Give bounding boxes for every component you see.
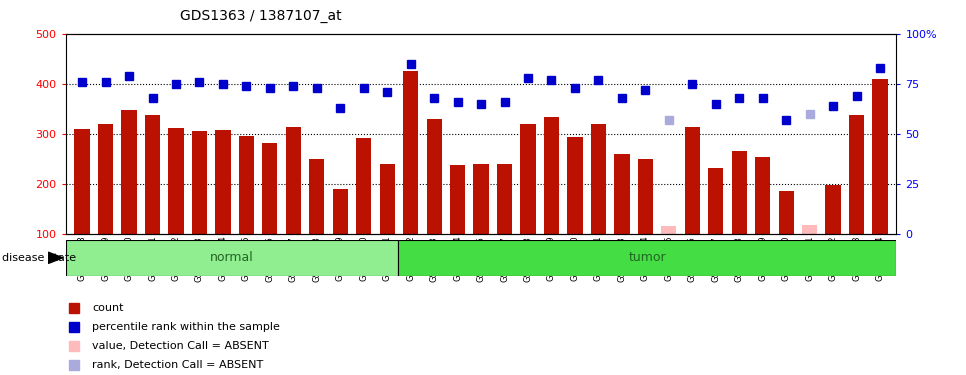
Bar (849, 115, 865, 234)
Bar (567, 136, 582, 234)
Bar (356, 138, 371, 234)
Bar (66, 240, 398, 276)
Bar (398, 240, 896, 276)
Text: count: count (93, 303, 124, 312)
Bar (521, 124, 535, 234)
Bar (309, 159, 325, 234)
Text: percentile rank within the sample: percentile rank within the sample (93, 321, 280, 332)
Bar (685, 126, 700, 234)
Bar (403, 71, 418, 234)
Bar (215, 130, 231, 234)
Bar (614, 154, 630, 234)
Bar (755, 157, 770, 234)
Bar (802, 225, 817, 234)
Bar (286, 126, 301, 234)
Bar (450, 165, 466, 234)
Polygon shape (48, 252, 63, 264)
Bar (473, 164, 489, 234)
Bar (262, 142, 277, 234)
Bar (239, 136, 254, 234)
Bar (638, 159, 653, 234)
Text: rank, Detection Call = ABSENT: rank, Detection Call = ABSENT (93, 360, 264, 370)
Text: GDS1363 / 1387107_at: GDS1363 / 1387107_at (180, 9, 342, 23)
Bar (826, 185, 840, 234)
Bar (872, 79, 888, 234)
Bar (731, 151, 747, 234)
Text: disease state: disease state (2, 253, 76, 263)
Text: normal: normal (210, 251, 254, 264)
Bar (74, 129, 90, 234)
Bar (332, 189, 348, 234)
Bar (779, 191, 794, 234)
Bar (145, 115, 160, 234)
Text: tumor: tumor (629, 251, 666, 264)
Bar (427, 119, 441, 234)
Bar (122, 110, 136, 234)
Bar (591, 124, 606, 234)
Bar (192, 131, 207, 234)
Bar (497, 164, 512, 234)
Bar (380, 164, 395, 234)
Bar (98, 124, 113, 234)
Bar (544, 117, 559, 234)
Bar (661, 226, 676, 234)
Text: value, Detection Call = ABSENT: value, Detection Call = ABSENT (93, 340, 269, 351)
Bar (168, 128, 184, 234)
Bar (708, 168, 724, 234)
